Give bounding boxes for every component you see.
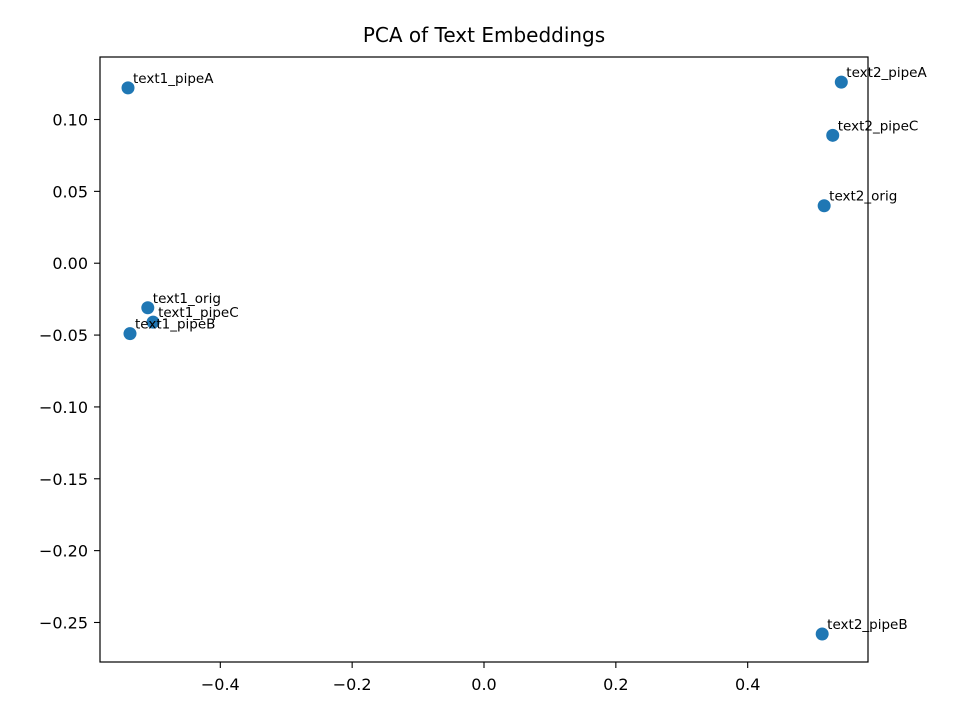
data-point-label: text1_pipeA	[133, 71, 214, 87]
y-tick-label: 0.00	[52, 254, 88, 273]
data-point-label: text1_pipeC	[158, 305, 239, 321]
data-point-label: text1_pipeB	[135, 317, 215, 333]
data-point	[141, 301, 155, 315]
data-point-label: text1_orig	[153, 291, 221, 307]
axes-frame	[99, 56, 869, 663]
x-tick-label: 0.2	[603, 675, 628, 694]
data-point	[817, 199, 831, 213]
x-tick-label: 0.0	[471, 675, 496, 694]
x-tick-label: 0.4	[735, 675, 760, 694]
data-point-label: text2_orig	[829, 189, 897, 205]
y-tick-label: −0.15	[39, 470, 88, 489]
data-point	[123, 327, 137, 341]
x-tick-label: −0.2	[333, 675, 372, 694]
data-point	[146, 315, 160, 329]
plot-area: −0.4 −0.2 0.0 0.2 0.4 0.10 0.05 0.00 −0.05 −0.10 −…	[39, 56, 927, 694]
data-point	[826, 128, 840, 142]
data-point-label: text2_pipeB	[827, 617, 907, 633]
data-point-label: text2_pipeA	[846, 65, 927, 81]
y-tick-label: 0.05	[52, 182, 88, 201]
y-tick-label: −0.10	[39, 398, 88, 417]
data-point	[834, 75, 848, 89]
y-tick-label: 0.10	[52, 111, 88, 130]
data-point	[121, 81, 135, 95]
chart-title: PCA of Text Embeddings	[363, 23, 605, 47]
x-tick-label: −0.4	[201, 675, 240, 694]
y-tick-label: −0.25	[39, 613, 88, 632]
y-tick-label: −0.20	[39, 542, 88, 561]
data-point-label: text2_pipeC	[838, 118, 919, 134]
y-tick-label: −0.05	[39, 326, 88, 345]
data-point	[815, 627, 829, 641]
